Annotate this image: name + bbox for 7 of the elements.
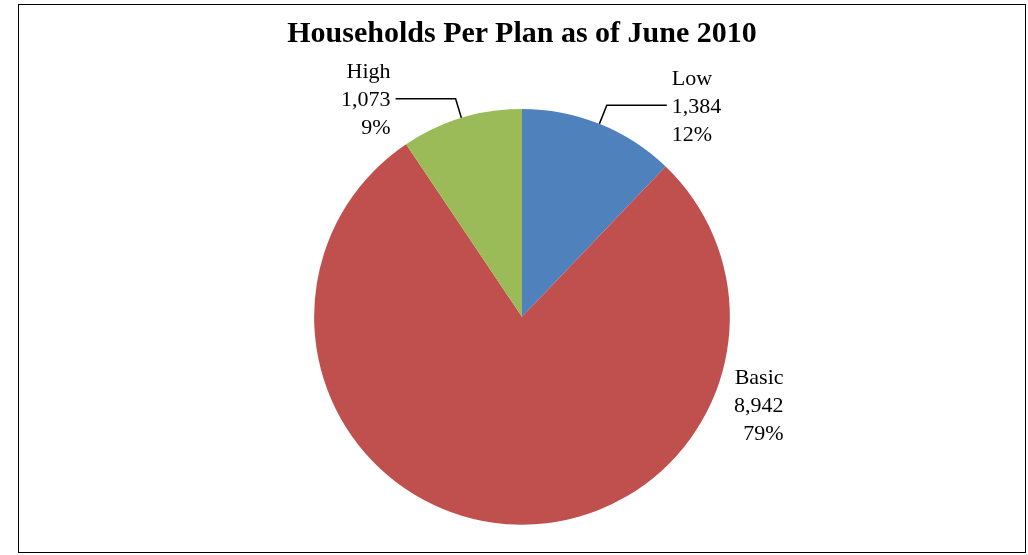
slice-label: Low <box>671 64 713 90</box>
slice-label: High <box>346 58 391 84</box>
data-label: 8,942 79% <box>734 391 784 445</box>
slice-label: Basic <box>734 363 784 389</box>
data-label: 1,073 9% <box>341 86 391 140</box>
chart-title: Households Per Plan as of June 2010 <box>287 14 757 48</box>
data-label: 1,384 12% <box>671 92 722 146</box>
